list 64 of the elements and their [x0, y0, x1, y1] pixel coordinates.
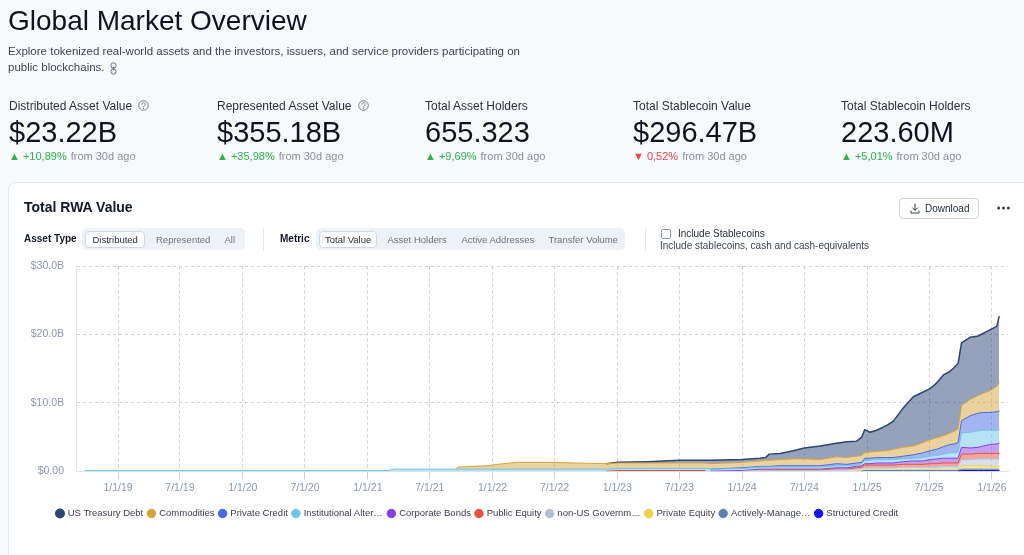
legend-label: Private Equity	[656, 506, 716, 518]
text: ▼ 0,52%	[633, 150, 679, 162]
text: Total Value	[325, 233, 372, 245]
x-tick-label: 1/1/23	[602, 480, 633, 493]
x-tick-label: 1/1/24	[727, 480, 757, 493]
category-label: Total Asset Holders	[425, 99, 528, 114]
x-tick-label: 1/1/22	[478, 480, 508, 493]
text: ▲ +9,69%	[425, 150, 477, 162]
x-tick-label: 1/1/20	[228, 480, 258, 493]
category-label: Total Stablecoin Value	[633, 99, 751, 114]
text: 655.323	[425, 116, 530, 148]
y-tick-label: $0.00	[37, 463, 65, 476]
text: All	[224, 233, 236, 245]
text: $23.22B	[9, 116, 118, 148]
text: Asset Holders	[387, 233, 447, 245]
text: $355.18B	[217, 116, 342, 148]
x-tick-label: 1/1/26	[977, 480, 1007, 493]
legend-label: non-US Governm…	[557, 506, 641, 518]
text: from 30d ago	[896, 150, 962, 162]
text: from 30d ago	[70, 150, 136, 162]
legend-label: Public Equity	[486, 506, 542, 518]
x-tick-label: 1/1/21	[353, 480, 383, 493]
text: from 30d ago	[480, 150, 546, 162]
x-tick-label: 7/1/22	[539, 480, 570, 493]
category-label: Represented Asset Value	[217, 99, 352, 114]
legend-label: Corporate Bonds	[399, 506, 472, 518]
x-tick-label: 1/1/19	[103, 480, 133, 493]
x-tick-label: 7/1/24	[789, 480, 820, 493]
text: from 30d ago	[682, 150, 747, 162]
legend-label: Private Credit	[230, 506, 289, 518]
legend-label: Commodities	[159, 506, 215, 518]
download-button: Download	[899, 198, 979, 219]
y-tick-label: $30.0B	[30, 258, 64, 271]
text: Represented	[156, 233, 211, 245]
legend-label: US Treasury Debt	[67, 506, 144, 518]
legend-label: Structured Credit	[826, 506, 899, 518]
text: $296.47B	[633, 116, 758, 148]
text: Asset Type	[24, 233, 77, 245]
y-tick-label: $20.0B	[30, 326, 64, 339]
text: Metric	[280, 233, 310, 245]
x-tick-label: 7/1/25	[914, 480, 944, 493]
text: ▲ +5,01%	[841, 150, 893, 162]
text: Transfer Volume	[548, 233, 618, 245]
text: from 30d ago	[278, 150, 344, 162]
x-tick-label: 7/1/21	[415, 480, 445, 493]
text: Global Market Overview	[8, 4, 307, 38]
x-tick-label: 7/1/19	[165, 480, 195, 493]
legend-label: Actively-Manage…	[730, 506, 811, 518]
text: Explore tokenized real-world assets and the investors, issuers, and service providers participating on public blockchains.	[8, 44, 521, 75]
text: Include stablecoins, cash and cash-equivalents	[660, 239, 870, 252]
x-tick-label: 1/1/25	[852, 480, 882, 493]
text: Include Stablecoins	[678, 227, 765, 240]
text: 223.60M	[841, 116, 954, 148]
legend-label: Institutional Alter…	[303, 506, 383, 518]
text: ▲ +10,89%	[9, 150, 67, 162]
category-label: Total Stablecoin Holders	[841, 99, 971, 114]
text: Distributed	[92, 233, 138, 245]
x-tick-label: 7/1/23	[664, 480, 694, 493]
y-tick-label: $10.0B	[30, 395, 64, 408]
x-tick-label: 7/1/20	[290, 480, 320, 493]
text: Active Addresses	[461, 233, 535, 245]
chart-title: Total RWA Value	[24, 199, 133, 216]
text: ▲ +35,98%	[217, 150, 275, 162]
category-label: Distributed Asset Value	[9, 99, 133, 114]
